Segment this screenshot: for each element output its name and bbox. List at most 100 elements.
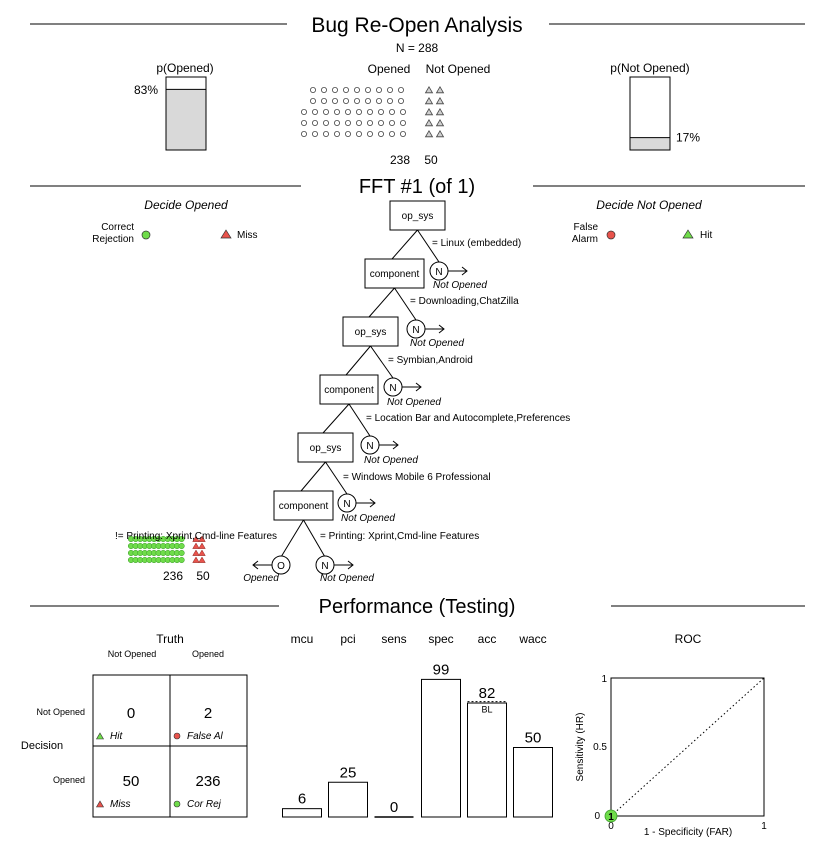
not-opened-triangle [424, 97, 434, 105]
performance-title: Performance (Testing) [319, 596, 516, 618]
opened-dot [333, 109, 340, 116]
opened-icon-array [300, 87, 406, 137]
opened-dot [388, 120, 395, 127]
p-opened-bar [165, 76, 207, 151]
branch-right [325, 461, 348, 495]
opened-dot [377, 109, 384, 116]
tree-node-4: component = Location Bar and Autocomplet… [319, 374, 570, 466]
tree-node-1: op_sys = Linux (embedded) N Not Opened [389, 200, 521, 291]
bar-mcu [282, 808, 322, 818]
exit-letter: O [277, 561, 285, 572]
opened-dot [309, 87, 316, 94]
opened-dot [342, 98, 349, 105]
opened-dot [353, 98, 360, 105]
legend-false-alarm-line1: False [574, 222, 599, 233]
truth-label: Truth [156, 632, 184, 646]
cue-label: op_sys [402, 211, 434, 222]
p-opened-fill [166, 89, 206, 150]
opened-dot [320, 98, 327, 105]
branch-right [348, 403, 371, 437]
decide-not-opened-heading: Decide Not Opened [596, 198, 702, 212]
fft-title: FFT #1 (of 1) [359, 176, 475, 198]
legend-hit: Hit [700, 230, 712, 241]
opened-dot [364, 98, 371, 105]
cue-label: component [279, 501, 329, 512]
opened-dot [333, 130, 340, 137]
opened-dot [364, 87, 371, 94]
cell-hit-label: Hit [110, 731, 123, 742]
branch-left [300, 461, 326, 492]
arrow-head-icon [438, 324, 445, 334]
exit-letter: N [343, 499, 350, 510]
decision-row-opened: Opened [53, 775, 85, 785]
hit-icon [682, 229, 694, 239]
opened-dot [309, 98, 316, 105]
opened-dot [322, 109, 329, 116]
p-opened-label: p(Opened) [156, 61, 213, 75]
not-opened-triangle [424, 86, 434, 94]
exit-label: Not Opened [341, 513, 395, 524]
bar-category-label: pci [340, 632, 355, 646]
n-label: N = 288 [396, 41, 439, 55]
branch-right [303, 519, 326, 558]
cue-label: component [324, 385, 374, 396]
bar-value-label: 25 [340, 764, 357, 781]
p-not-opened-fill [630, 137, 670, 150]
opened-dot [331, 87, 338, 94]
miss-triangle [192, 542, 200, 549]
cell-miss-value: 50 [123, 773, 140, 790]
not-opened-triangle [435, 86, 445, 94]
col-opened: Opened [368, 62, 411, 76]
roc-point [604, 809, 618, 823]
condition-label: = Printing: Xprint,Cmd-line Features [320, 531, 479, 542]
final-correct-rejection-icons [127, 535, 185, 564]
cell-cor-rej-label: Cor Rej [187, 799, 222, 810]
opened-dot [386, 98, 393, 105]
p-not-opened-label: p(Not Opened) [610, 61, 689, 75]
baseline-label: BL [481, 705, 492, 715]
arrow-head-icon [392, 440, 399, 450]
legend-correct-rejection-line2: Rejection [92, 234, 134, 245]
bar-value-label: 0 [390, 799, 398, 816]
tree-node-2: component = Downloading,ChatZilla N Not … [364, 258, 519, 349]
bar-spec [421, 678, 461, 818]
exit-label: Not Opened [433, 280, 487, 291]
opened-dot [300, 130, 307, 137]
final-count-miss: 50 [196, 569, 210, 583]
legend-miss: Miss [237, 230, 258, 241]
miss-icon [220, 229, 232, 239]
opened-dot [399, 120, 406, 127]
cor-rej-dot [178, 542, 185, 550]
not-opened-triangle [435, 119, 445, 127]
branch-left [391, 229, 418, 260]
roc-x-tick-1: 1 [761, 821, 767, 832]
tree-node-6: component = Printing: Xprint,Cmd-line Fe… [273, 490, 479, 584]
opened-dot [375, 87, 382, 94]
opened-dot [344, 109, 351, 116]
cell-cor-rej-value: 236 [195, 773, 220, 790]
arrow-head-icon [461, 266, 468, 276]
roc-plot: ROC 1 0.5 0 0 1 1 - Specificity (FAR) Se… [575, 632, 767, 838]
condition-label: = Linux (embedded) [432, 238, 521, 249]
opened-dot [311, 109, 318, 116]
col-not-opened: Not Opened [426, 62, 491, 76]
roc-frame [610, 677, 765, 817]
condition-label: = Downloading,ChatZilla [410, 296, 519, 307]
not-opened-triangle [435, 130, 445, 138]
opened-dot [344, 130, 351, 137]
cor-rej-icon [173, 800, 181, 808]
opened-dot [388, 109, 395, 116]
arrow-head-icon [415, 382, 422, 392]
opened-dot [366, 109, 373, 116]
final-left-exit: != Printing: Xprint,Cmd-line Features O … [115, 531, 291, 584]
roc-y-tick-half: 0.5 [593, 742, 607, 753]
confusion-matrix: 0 Hit 2 False Al 50 Miss 236 Cor Rej [92, 674, 248, 818]
branch-left [322, 403, 350, 434]
opened-dot [366, 120, 373, 127]
false-alarm-icon [606, 230, 616, 240]
opened-dot [355, 109, 362, 116]
page-title: Bug Re-Open Analysis [311, 14, 522, 37]
cor-rej-dot [178, 535, 185, 543]
opened-dot [344, 120, 351, 127]
